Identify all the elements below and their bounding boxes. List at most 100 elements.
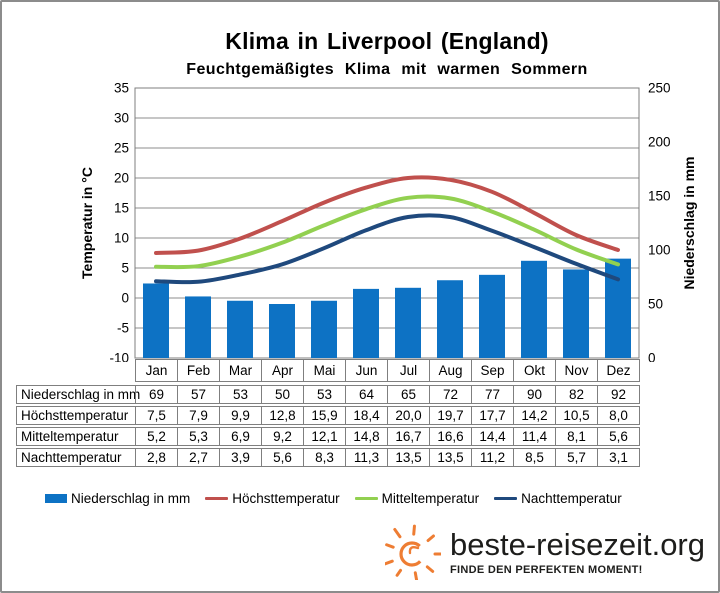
left-axis-tick-label: 20	[114, 171, 129, 186]
month-header-cell: Apr	[261, 359, 304, 382]
sun-ray	[393, 527, 402, 539]
left-axis-tick-label: 5	[121, 261, 129, 276]
table-value-cell: 11,2	[471, 448, 514, 467]
month-header-row: Jan Feb Mar Apr Mai Jun Jul Aug Sep Okt Nov Dez	[135, 359, 640, 382]
legend-line-swatch	[354, 496, 378, 500]
legend-label: Höchsttemperatur	[232, 490, 340, 506]
legend-label: Niederschlag in mm	[71, 490, 191, 506]
sun-ray	[413, 571, 419, 580]
table-value-cell: 72	[429, 385, 472, 404]
table-value-cell: 7,9	[177, 406, 220, 425]
table-row-label: Niederschlag in mm	[16, 385, 140, 404]
table-row: Nachttemperatur 2,8 2,7 3,9 5,6 8,3 11,3 13,5 13…	[16, 448, 640, 467]
precipitation-bar	[353, 288, 379, 358]
precipitation-bar	[311, 300, 337, 358]
table-value-cell: 5,2	[135, 427, 178, 446]
branding: beste-reisezeit.org FINDE DEN PERFEKTEN …	[384, 524, 705, 580]
table-value-cell: 77	[471, 385, 514, 404]
legend-label: Mitteltemperatur	[381, 490, 480, 506]
climate-data-table: Niederschlag in mm 69 57 53 50 53 64 65 72 77 90 82…	[16, 385, 640, 469]
table-value-cell: 11,4	[513, 427, 556, 446]
table-value-cell: 3,1	[597, 448, 640, 467]
table-value-cell: 8,3	[303, 448, 346, 467]
table-row-label: Mitteltemperatur	[16, 427, 136, 446]
table-value-cell: 50	[261, 385, 304, 404]
table-value-cell: 15,9	[303, 406, 346, 425]
left-axis-tick-label: 30	[114, 111, 129, 126]
month-header-cell: Mar	[219, 359, 262, 382]
legend-line-swatch	[205, 496, 229, 500]
month-header-cell: Dez	[597, 359, 640, 382]
plot-border	[134, 87, 640, 359]
right-axis-tick-label: 50	[648, 297, 663, 312]
table-value-cell: 17,7	[471, 406, 514, 425]
table-row-label: Nachttemperatur	[16, 448, 136, 467]
month-header-cell: Sep	[471, 359, 514, 382]
table-value-cell: 19,7	[429, 406, 472, 425]
month-header-cell: Aug	[429, 359, 472, 382]
table-value-cell: 57	[177, 385, 220, 404]
precipitation-bar	[269, 304, 295, 358]
table-value-cell: 92	[597, 385, 640, 404]
right-axis-title: Niederschlag in mm	[681, 156, 697, 289]
table-value-cell: 11,3	[345, 448, 388, 467]
table-value-cell: 18,4	[345, 406, 388, 425]
left-axis-tick-label: 25	[114, 141, 129, 156]
right-axis-tick-label: 200	[648, 135, 671, 150]
precipitation-bar	[521, 260, 547, 358]
table-value-cell: 16,6	[429, 427, 472, 446]
right-axis-tick-label: 250	[648, 81, 671, 96]
left-axis-tick-label: -5	[117, 321, 129, 336]
precipitation-bar	[563, 269, 589, 358]
left-axis-tick-label: 15	[114, 201, 129, 216]
table-row-label: Höchsttemperatur	[16, 406, 136, 425]
table-value-cell: 13,5	[429, 448, 472, 467]
precipitation-bar	[605, 258, 631, 358]
table-value-cell: 8,5	[513, 448, 556, 467]
table-value-cell: 90	[513, 385, 556, 404]
table-value-cell: 14,8	[345, 427, 388, 446]
table-value-cell: 5,7	[555, 448, 598, 467]
table-value-cell: 69	[135, 385, 178, 404]
temperature-line	[154, 213, 620, 285]
month-header-cell: Mai	[303, 359, 346, 382]
legend-item: Höchsttemperatur	[205, 490, 340, 506]
table-value-cell: 53	[303, 385, 346, 404]
climate-chart-plot: 35302520151050-5-10250200150100500Temper…	[79, 81, 697, 363]
precipitation-bar	[143, 283, 169, 358]
table-value-cell: 5,6	[597, 427, 640, 446]
precipitation-bar	[185, 296, 211, 358]
table-row: Niederschlag in mm 69 57 53 50 53 64 65 72 77 90 82…	[16, 385, 640, 404]
chart-legend: Niederschlag in mm Höchsttemperatur Mittel…	[45, 488, 622, 508]
month-header-cell: Feb	[177, 359, 220, 382]
table-value-cell: 12,1	[303, 427, 346, 446]
sun-ray	[384, 559, 394, 566]
table-value-cell: 2,7	[177, 448, 220, 467]
precipitation-bar	[437, 280, 463, 358]
precipitation-bar	[395, 287, 421, 358]
table-value-cell: 6,9	[219, 427, 262, 446]
table-value-cell: 20,0	[387, 406, 430, 425]
sun-ray	[412, 524, 416, 536]
table-value-cell: 9,9	[219, 406, 262, 425]
table-value-cell: 65	[387, 385, 430, 404]
brand-name: beste-reisezeit.org	[449, 526, 705, 562]
sun-icon	[384, 524, 441, 580]
left-axis-tick-label: 35	[114, 81, 129, 96]
month-header-cell: Jun	[345, 359, 388, 382]
legend-bar-swatch	[45, 493, 67, 503]
month-header-cell: Okt	[513, 359, 556, 382]
right-axis-tick-label: 0	[648, 351, 656, 363]
table-value-cell: 10,5	[555, 406, 598, 425]
precipitation-bar	[227, 300, 253, 358]
brand-tagline: FINDE DEN PERFEKTEN MOMENT!	[449, 563, 643, 576]
left-axis-tick-label: 0	[121, 291, 129, 306]
chart-subtitle: Feuchtgemäßigtes Klima mit warmen Sommer…	[186, 61, 588, 78]
table-value-cell: 14,4	[471, 427, 514, 446]
sun-ray	[426, 534, 435, 543]
brand-text-block: beste-reisezeit.org FINDE DEN PERFEKTEN …	[449, 526, 705, 576]
month-header-cell: Jul	[387, 359, 430, 382]
table-value-cell: 3,9	[219, 448, 262, 467]
table-value-cell: 14,2	[513, 406, 556, 425]
